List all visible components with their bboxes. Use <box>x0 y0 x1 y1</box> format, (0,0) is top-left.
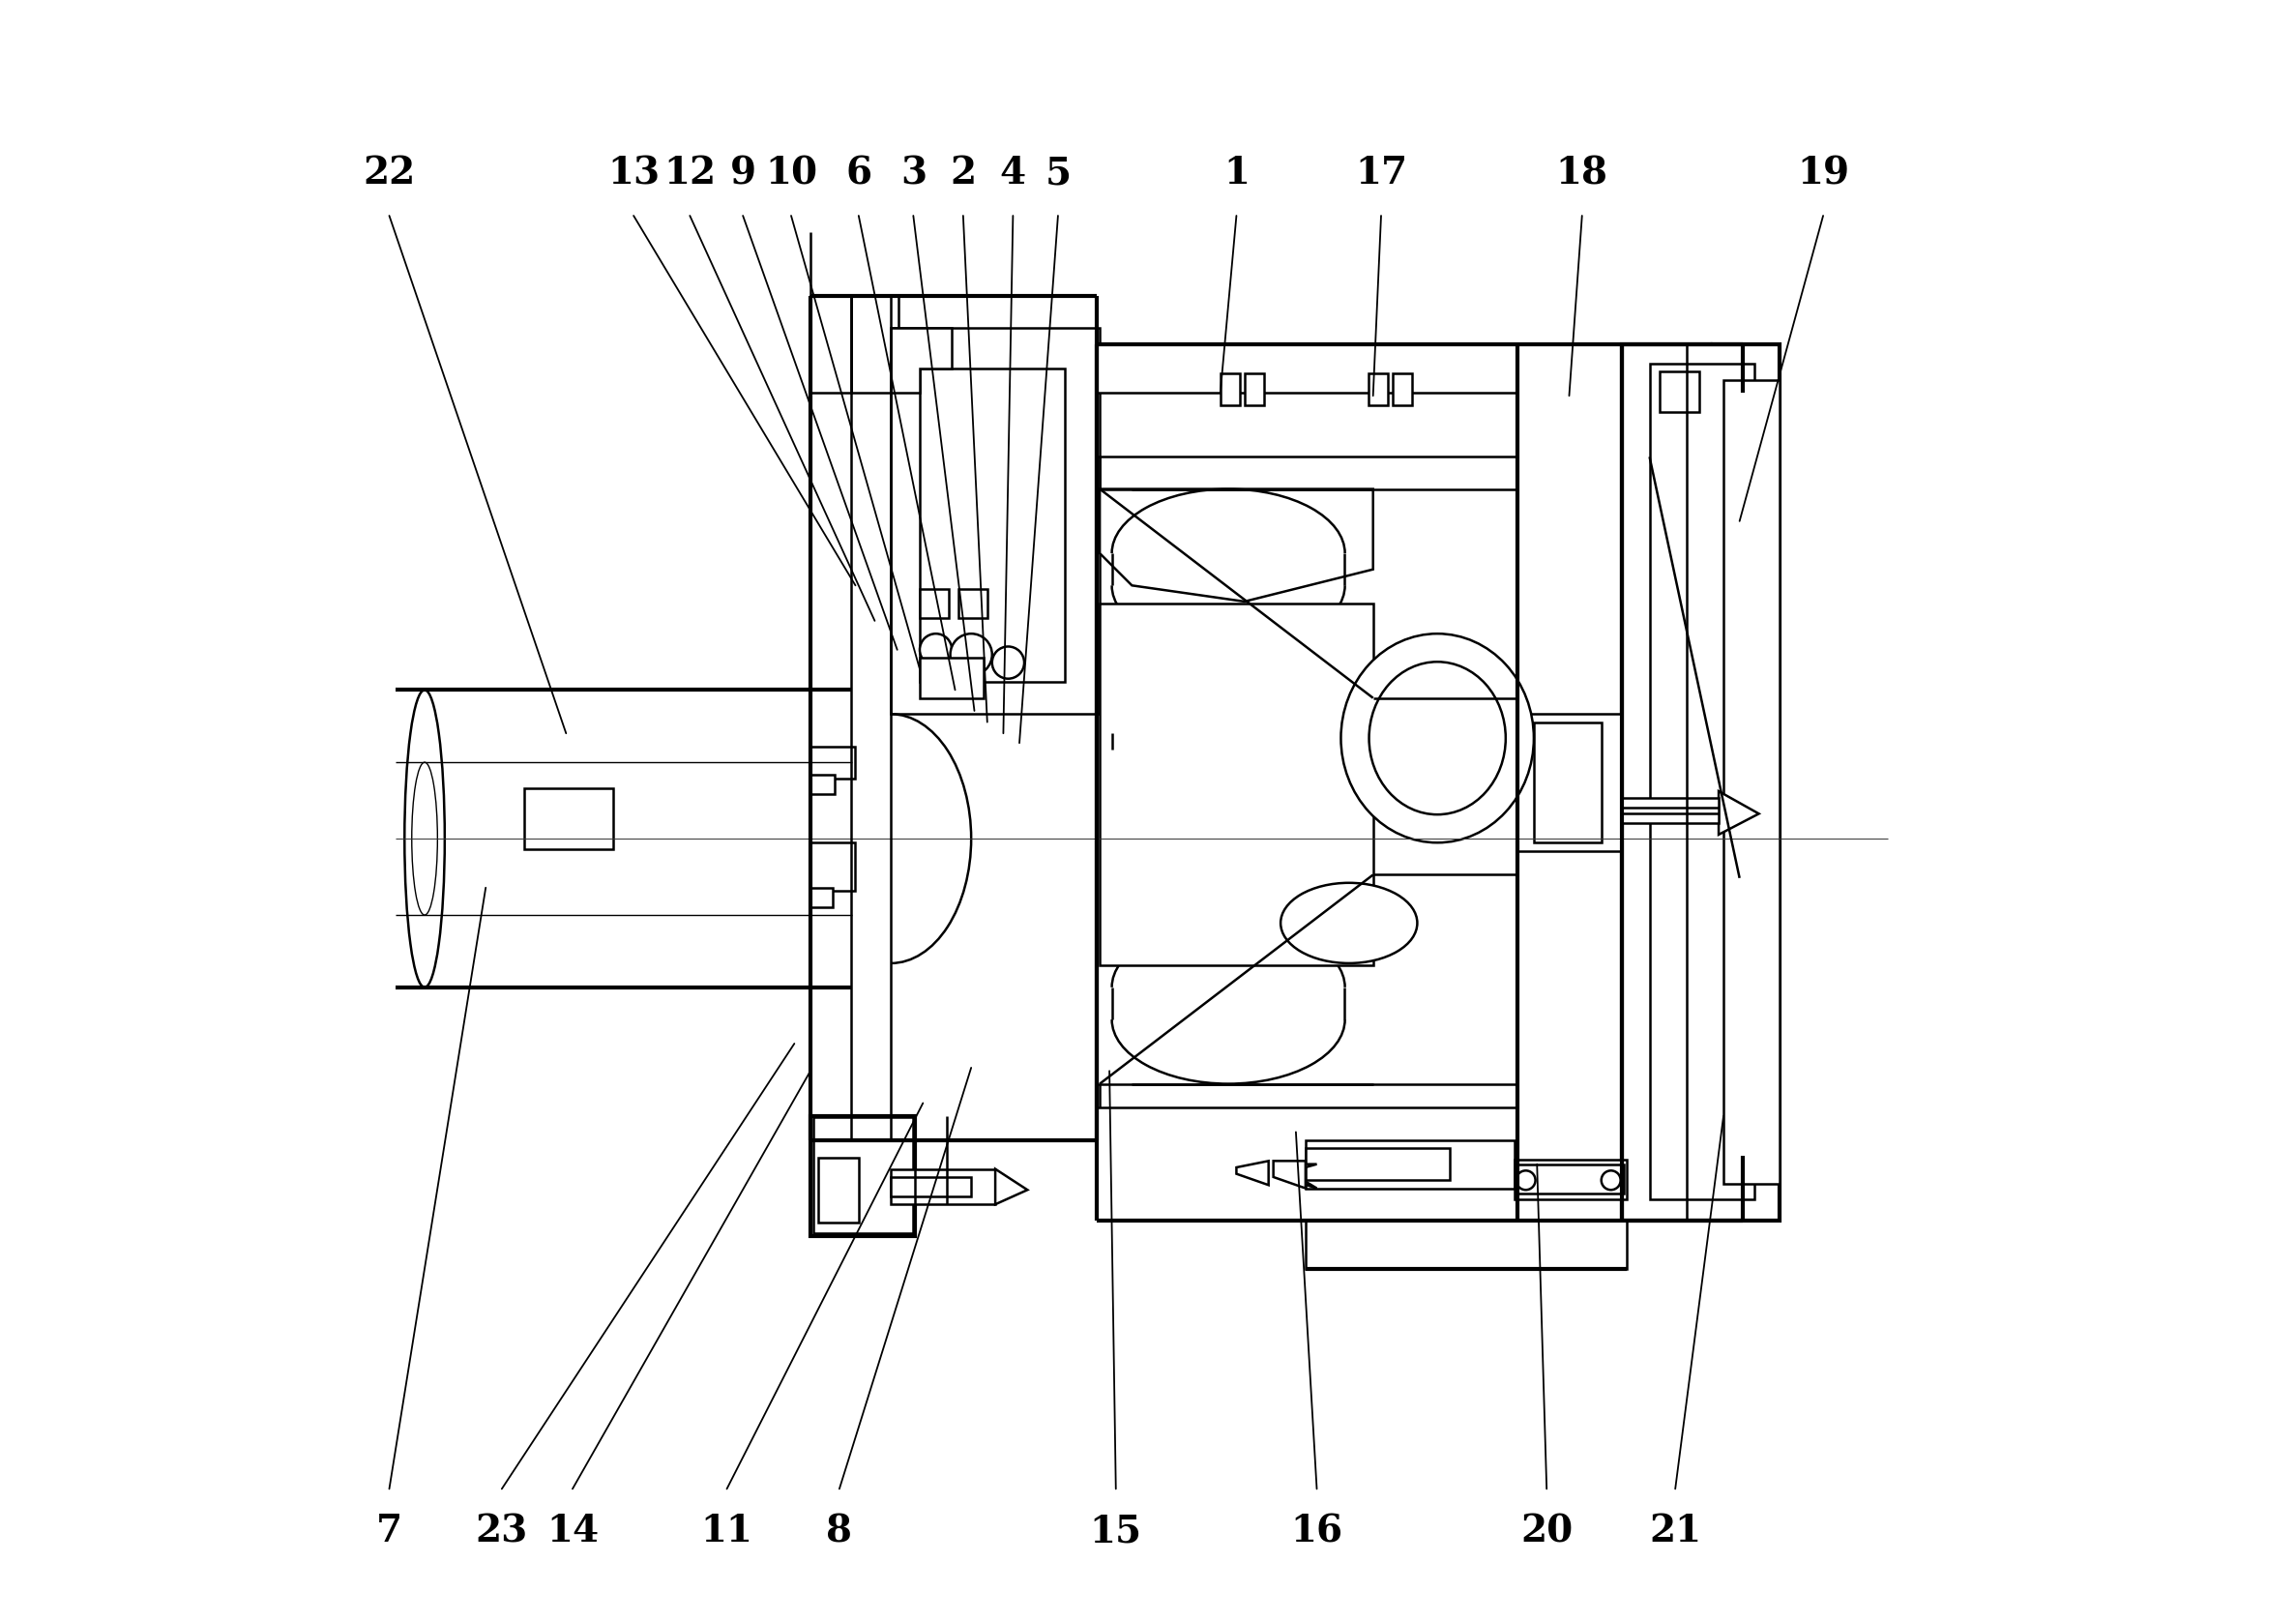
Bar <box>1244 373 1263 405</box>
Bar <box>1097 344 1518 392</box>
Text: 12: 12 <box>664 156 716 191</box>
Ellipse shape <box>411 762 439 914</box>
Bar <box>1100 603 1373 964</box>
Bar <box>813 1117 914 1234</box>
Bar <box>817 1157 859 1222</box>
Bar <box>1306 1140 1515 1188</box>
Bar <box>957 588 987 618</box>
Text: 1: 1 <box>1224 156 1249 191</box>
Bar <box>1649 363 1754 1200</box>
Polygon shape <box>994 1169 1026 1204</box>
Bar <box>810 888 833 908</box>
Text: 4: 4 <box>999 156 1026 191</box>
Text: 20: 20 <box>1520 1512 1573 1550</box>
Bar <box>523 788 613 849</box>
Ellipse shape <box>1341 634 1534 843</box>
Bar <box>891 1177 971 1196</box>
Text: 3: 3 <box>900 156 925 191</box>
Text: 19: 19 <box>1798 156 1848 191</box>
Text: 8: 8 <box>827 1512 852 1550</box>
Polygon shape <box>891 327 953 392</box>
Bar <box>891 1169 994 1204</box>
Text: 17: 17 <box>1355 156 1407 191</box>
Polygon shape <box>1277 1164 1318 1188</box>
Text: 5: 5 <box>1045 156 1072 191</box>
Bar <box>1221 373 1240 405</box>
Bar <box>1368 373 1387 405</box>
Text: 22: 22 <box>363 156 416 191</box>
Bar <box>1518 713 1623 851</box>
Text: 10: 10 <box>765 156 817 191</box>
Bar <box>810 775 833 794</box>
Ellipse shape <box>1104 882 1256 958</box>
Bar <box>1306 1221 1628 1269</box>
Polygon shape <box>1274 1161 1306 1188</box>
Bar <box>810 843 856 892</box>
Bar <box>1515 1159 1628 1200</box>
Ellipse shape <box>1281 883 1417 963</box>
Text: 16: 16 <box>1290 1512 1343 1550</box>
Circle shape <box>1515 1170 1536 1190</box>
Polygon shape <box>1238 1161 1270 1185</box>
Bar <box>921 368 1065 682</box>
Bar <box>1623 798 1720 823</box>
Bar <box>1623 344 1779 1221</box>
Bar <box>810 746 856 778</box>
Bar <box>850 297 898 392</box>
Polygon shape <box>1100 490 1373 601</box>
Ellipse shape <box>404 691 445 987</box>
Bar <box>810 1115 914 1237</box>
Polygon shape <box>1720 791 1759 835</box>
Bar <box>921 658 985 699</box>
Text: 23: 23 <box>475 1512 528 1550</box>
Circle shape <box>921 634 953 666</box>
Text: 9: 9 <box>730 156 755 191</box>
Circle shape <box>1600 1170 1621 1190</box>
Text: 15: 15 <box>1091 1512 1141 1550</box>
Bar <box>891 327 1100 713</box>
Text: 7: 7 <box>377 1512 402 1550</box>
Bar <box>1518 1164 1623 1193</box>
Ellipse shape <box>1368 661 1506 814</box>
Text: 2: 2 <box>951 156 976 191</box>
Bar <box>810 297 850 392</box>
Bar <box>921 588 948 618</box>
Circle shape <box>951 634 992 676</box>
Bar <box>1660 371 1699 412</box>
Circle shape <box>992 647 1024 679</box>
Text: 13: 13 <box>608 156 659 191</box>
Text: 6: 6 <box>845 156 872 191</box>
Bar <box>1724 379 1779 1183</box>
Ellipse shape <box>1104 772 1256 849</box>
Bar <box>1391 373 1412 405</box>
Text: 21: 21 <box>1649 1512 1701 1550</box>
Bar <box>1534 721 1600 843</box>
Bar <box>1306 1148 1451 1180</box>
Text: 14: 14 <box>546 1512 599 1550</box>
Text: 18: 18 <box>1557 156 1607 191</box>
Ellipse shape <box>1187 827 1341 905</box>
Text: 11: 11 <box>700 1512 753 1550</box>
